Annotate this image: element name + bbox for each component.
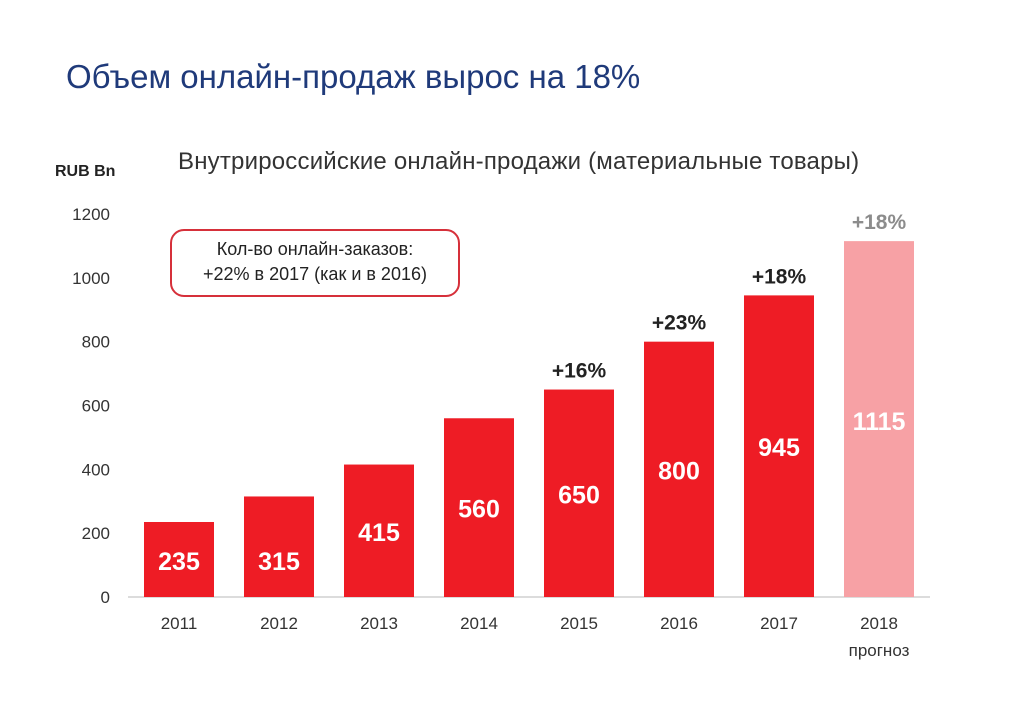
- growth-label-2018: +18%: [852, 211, 907, 234]
- bar-2013: [344, 464, 414, 597]
- bar-2012: [244, 496, 314, 597]
- y-tick-label: 400: [82, 460, 110, 479]
- data-label-2017: 945: [758, 434, 800, 462]
- y-axis-unit-label: RUB Bn: [55, 163, 116, 180]
- callout-line-2: +22% в 2017 (как и в 2016): [203, 264, 427, 284]
- x-tick-label-2018: 2018: [860, 614, 898, 633]
- bar-2014: [444, 418, 514, 597]
- data-label-2018: 1115: [853, 408, 906, 436]
- data-label-2013: 415: [358, 519, 400, 547]
- data-label-2015: 650: [558, 481, 600, 509]
- growth-label-2015: +16%: [552, 360, 607, 383]
- growth-label-2016: +23%: [652, 312, 707, 335]
- data-label-2012: 315: [258, 548, 300, 576]
- slide-title: Объем онлайн-продаж вырос на 18%: [66, 58, 641, 95]
- data-label-2011: 235: [158, 548, 200, 576]
- x-tick-label-2016: 2016: [660, 614, 698, 633]
- x-tick-label-2013: 2013: [360, 614, 398, 633]
- y-tick-label: 1200: [72, 205, 110, 224]
- bar-2016: [644, 341, 714, 597]
- data-label-2014: 560: [458, 496, 500, 524]
- y-tick-label: 200: [82, 524, 110, 543]
- x-tick-label-2014: 2014: [460, 614, 498, 633]
- x-tick-label-2015: 2015: [560, 614, 598, 633]
- y-tick-label: 1000: [72, 269, 110, 288]
- x-tick-label-2012: 2012: [260, 614, 298, 633]
- y-tick-label: 800: [82, 333, 110, 352]
- x-tick-label-2017: 2017: [760, 614, 798, 633]
- y-tick-label: 600: [82, 397, 110, 416]
- orders-callout: Кол-во онлайн-заказов: +22% в 2017 (как …: [170, 229, 460, 297]
- growth-label-2017: +18%: [752, 265, 807, 288]
- bar-2018: [844, 241, 914, 598]
- bar-2011: [144, 521, 214, 597]
- y-tick-label: 0: [101, 588, 110, 607]
- callout-line-1: Кол-во онлайн-заказов:: [216, 239, 414, 259]
- bar-2017: [744, 295, 814, 597]
- x-tick-label-2011: 2011: [161, 614, 198, 633]
- chart-title: Внутрироссийские онлайн-продажи (материа…: [178, 148, 860, 175]
- bar-2015: [544, 389, 614, 597]
- data-label-2016: 800: [658, 457, 700, 485]
- x-tick-sublabel-2018: прогноз: [849, 641, 910, 660]
